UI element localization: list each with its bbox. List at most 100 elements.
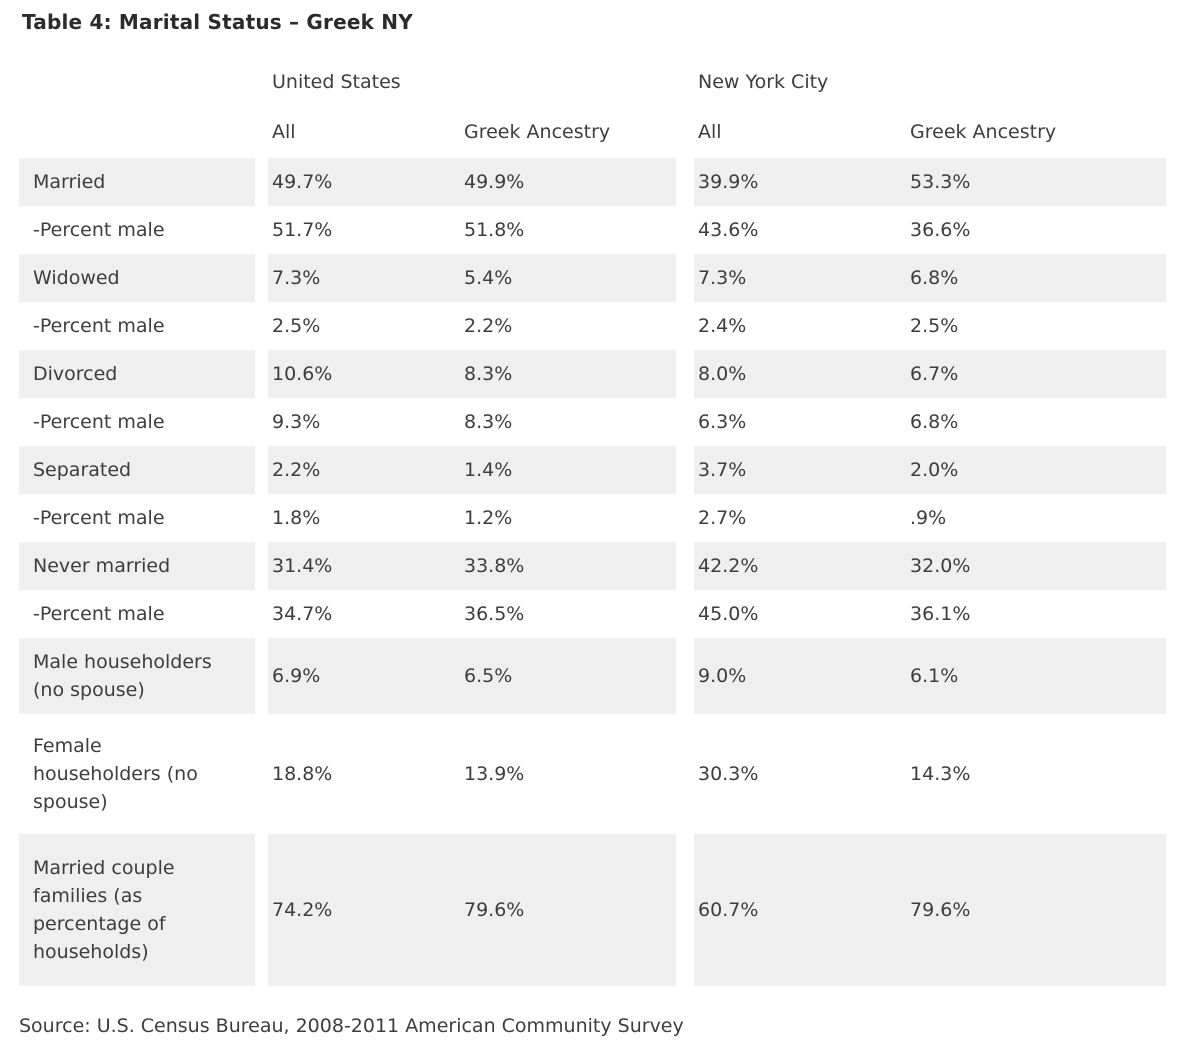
column-spacer — [255, 638, 268, 714]
column-spacer — [255, 590, 268, 638]
column-spacer — [676, 58, 694, 106]
cell-nyc-greek-ancestry: 2.5% — [910, 315, 959, 337]
row-label: -Percent male — [33, 603, 165, 625]
cell-us-all: 34.7% — [272, 603, 333, 625]
cell-nyc-all: 2.4% — [698, 315, 747, 337]
row-label: -Percent male — [33, 411, 165, 433]
header-empty-cell — [19, 58, 255, 106]
table-row: -Percent male 9.3% 8.3% 6.3% 6.8% — [19, 398, 1166, 446]
cell-nyc-greek-ancestry: 79.6% — [906, 834, 1167, 986]
cell-nyc-all: 39.9% — [694, 158, 907, 206]
column-spacer — [676, 158, 694, 206]
table-row: Separated 2.2% 1.4% 3.7% 2.0% — [19, 446, 1167, 494]
table-row: -Percent male 2.5% 2.2% 2.4% 2.5% — [19, 302, 1166, 350]
cell-us-greek-ancestry: 1.4% — [460, 446, 677, 494]
column-spacer — [676, 446, 694, 494]
cell-us-greek-ancestry: 79.6% — [460, 834, 677, 986]
column-spacer — [255, 58, 268, 106]
cell-nyc-all: 3.7% — [694, 446, 907, 494]
cell-nyc-all: 30.3% — [698, 763, 759, 785]
table-row: Male householders (no spouse) 6.9% 6.5% 9.0… — [19, 638, 1167, 714]
column-spacer — [676, 302, 694, 350]
table-row: -Percent male 34.7% 36.5% 45.0% 36.1% — [19, 590, 1166, 638]
cell-us-greek-ancestry: 49.9% — [460, 158, 677, 206]
cell-nyc-all: 2.7% — [698, 507, 747, 529]
cell-nyc-greek-ancestry: 36.1% — [910, 603, 971, 625]
cell-us-all: 2.5% — [272, 315, 321, 337]
subheader-nyc-all: All — [698, 121, 722, 143]
row-label: -Percent male — [33, 219, 165, 241]
header-empty-cell — [19, 106, 255, 158]
table-row: -Percent male 1.8% 1.2% 2.7% .9% — [19, 494, 1166, 542]
cell-us-greek-ancestry: 2.2% — [464, 315, 513, 337]
column-spacer — [676, 714, 694, 834]
cell-us-all: 74.2% — [268, 834, 460, 986]
cell-us-all: 31.4% — [268, 542, 460, 590]
column-spacer — [676, 254, 694, 302]
cell-us-greek-ancestry: 1.2% — [464, 507, 513, 529]
cell-us-greek-ancestry: 13.9% — [464, 763, 525, 785]
group-header-united-states: United States — [272, 71, 401, 93]
table-row: Widowed 7.3% 5.4% 7.3% 6.8% — [19, 254, 1167, 302]
row-label: Married couple families (as percentage o… — [19, 834, 255, 986]
cell-us-all: 1.8% — [272, 507, 321, 529]
table-header: United States New York City All Greek An… — [19, 58, 1166, 158]
row-label: Divorced — [19, 350, 255, 398]
cell-nyc-all: 7.3% — [694, 254, 907, 302]
cell-us-greek-ancestry: 8.3% — [460, 350, 677, 398]
table-row: Married couple families (as percentage o… — [19, 834, 1167, 986]
cell-us-all: 2.2% — [268, 446, 460, 494]
row-label: Widowed — [19, 254, 255, 302]
marital-status-table: United States New York City All Greek An… — [19, 58, 1167, 986]
cell-nyc-all: 43.6% — [698, 219, 759, 241]
cell-nyc-greek-ancestry: 6.8% — [910, 411, 959, 433]
column-spacer — [676, 542, 694, 590]
cell-nyc-greek-ancestry: 6.7% — [906, 350, 1167, 398]
row-label: -Percent male — [33, 507, 165, 529]
row-label: Separated — [19, 446, 255, 494]
cell-us-all: 18.8% — [272, 763, 333, 785]
column-spacer — [255, 834, 268, 986]
cell-us-all: 10.6% — [268, 350, 460, 398]
table-row: Female householders (no spouse) 18.8% 13.9… — [19, 714, 1166, 834]
cell-nyc-all: 42.2% — [694, 542, 907, 590]
table-row: Married 49.7% 49.9% 39.9% 53.3% — [19, 158, 1167, 206]
cell-nyc-all: 8.0% — [694, 350, 907, 398]
row-label: Married — [19, 158, 255, 206]
cell-us-greek-ancestry: 51.8% — [464, 219, 525, 241]
column-spacer — [255, 302, 268, 350]
column-spacer — [676, 494, 694, 542]
cell-nyc-greek-ancestry: 32.0% — [906, 542, 1167, 590]
cell-us-greek-ancestry: 36.5% — [464, 603, 525, 625]
cell-nyc-all: 9.0% — [694, 638, 907, 714]
sub-header-row: All Greek Ancestry All Greek Ancestry — [19, 106, 1166, 158]
subheader-nyc-greek-ancestry: Greek Ancestry — [910, 121, 1057, 143]
subheader-us-greek-ancestry: Greek Ancestry — [464, 121, 611, 143]
cell-us-greek-ancestry: 5.4% — [460, 254, 677, 302]
cell-nyc-greek-ancestry: .9% — [910, 507, 947, 529]
cell-us-greek-ancestry: 8.3% — [464, 411, 513, 433]
column-spacer — [255, 158, 268, 206]
table-row: -Percent male 51.7% 51.8% 43.6% 36.6% — [19, 206, 1166, 254]
column-spacer — [676, 398, 694, 446]
cell-nyc-greek-ancestry: 6.8% — [906, 254, 1167, 302]
cell-nyc-greek-ancestry: 6.1% — [906, 638, 1167, 714]
cell-us-all: 51.7% — [272, 219, 333, 241]
row-label: Never married — [19, 542, 255, 590]
cell-us-all: 9.3% — [272, 411, 321, 433]
cell-us-all: 49.7% — [268, 158, 460, 206]
column-spacer — [255, 254, 268, 302]
cell-nyc-greek-ancestry: 36.6% — [910, 219, 971, 241]
table-title: Table 4: Marital Status – Greek NY — [22, 10, 413, 34]
table-row: Never married 31.4% 33.8% 42.2% 32.0% — [19, 542, 1167, 590]
column-spacer — [255, 206, 268, 254]
subheader-us-all: All — [272, 121, 296, 143]
column-spacer — [255, 106, 268, 158]
row-label: Male householders (no spouse) — [19, 638, 255, 714]
cell-nyc-greek-ancestry: 53.3% — [906, 158, 1167, 206]
column-spacer — [676, 638, 694, 714]
cell-nyc-all: 45.0% — [698, 603, 759, 625]
column-spacer — [255, 494, 268, 542]
column-spacer — [255, 542, 268, 590]
